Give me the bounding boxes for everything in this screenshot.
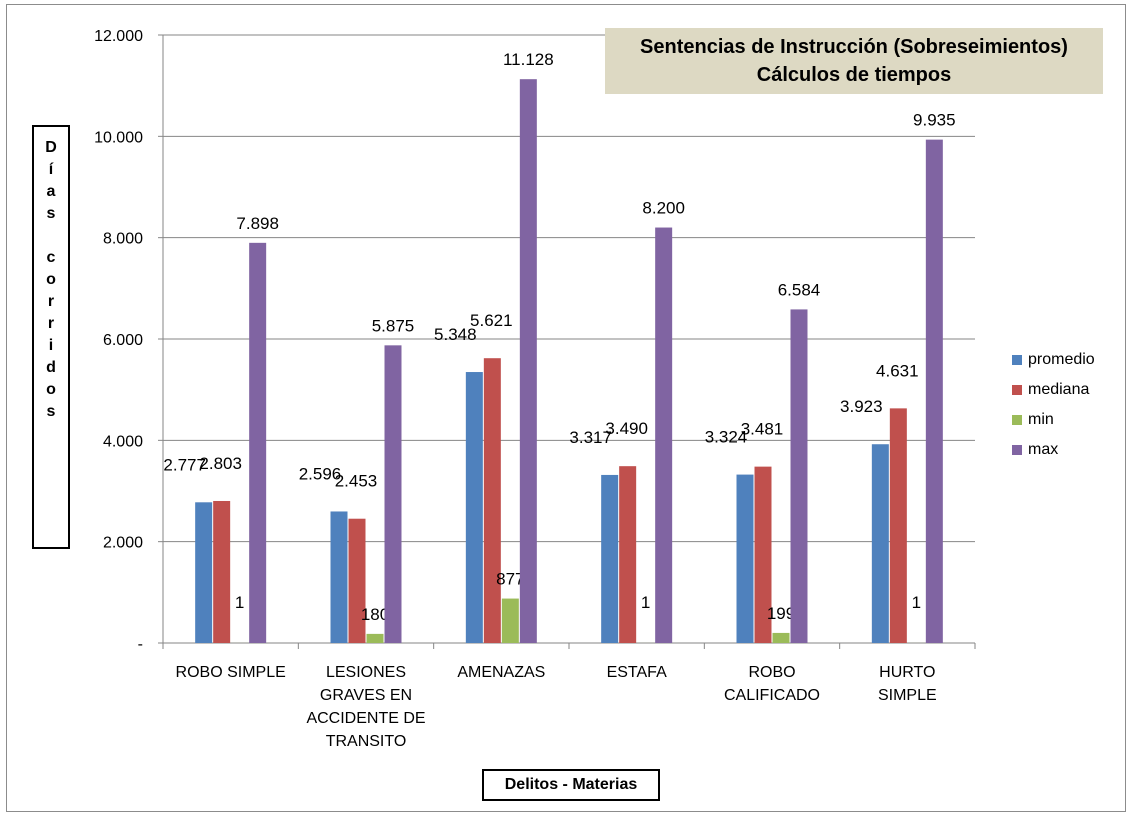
data-label: 3.490 (605, 419, 648, 438)
y-tick-label: 8.000 (103, 231, 143, 248)
bar-mediana (483, 358, 501, 643)
y-axis-label-letter: í (48, 161, 54, 178)
y-axis-label-letter: d (46, 359, 56, 376)
bar-mediana (619, 466, 637, 643)
bar-min (772, 632, 790, 643)
x-tick-label: HURTO (879, 664, 935, 681)
legend-label: min (1028, 411, 1054, 428)
bar-max (384, 345, 402, 643)
bar-mediana (348, 518, 366, 643)
x-axis-label: Delitos - Materias (482, 769, 660, 801)
y-axis-label-letter: a (46, 183, 56, 200)
y-tick-label: 4.000 (103, 433, 143, 450)
bar-promedio (195, 502, 213, 643)
legend-swatch (1012, 415, 1022, 425)
bar-min (366, 633, 384, 643)
legend-label: max (1028, 441, 1059, 458)
x-tick-label: SIMPLE (878, 687, 937, 704)
data-label: 5.348 (434, 325, 477, 344)
data-label: 1 (912, 593, 921, 612)
legend-label: mediana (1028, 381, 1090, 398)
y-axis-label-letter: s (46, 205, 56, 222)
x-tick-label: ACCIDENTE DE (306, 710, 425, 727)
x-tick-label: CALIFICADO (724, 687, 820, 704)
x-tick-label: ROBO (748, 664, 795, 681)
data-label: 877 (496, 570, 524, 589)
y-axis-label-letter: o (46, 381, 56, 398)
data-label: 9.935 (913, 111, 956, 130)
bar-mediana (213, 500, 231, 643)
legend-swatch (1012, 445, 1022, 455)
bar-promedio (465, 372, 483, 643)
data-label: 1 (235, 593, 244, 612)
chart-title-box: Sentencias de Instrucción (Sobreseimient… (605, 28, 1103, 94)
bar-min (501, 598, 519, 643)
data-label: 2.453 (335, 472, 378, 491)
y-axis-label-letter: o (46, 271, 56, 288)
data-label: 5.875 (372, 316, 415, 335)
y-axis-label-letter: r (47, 293, 55, 310)
y-tick-label: 10.000 (94, 129, 143, 146)
chart-title: Sentencias de Instrucción (Sobreseimient… (640, 36, 1068, 58)
x-tick-label: AMENAZAS (457, 664, 545, 681)
x-tick-label: ROBO SIMPLE (176, 664, 286, 681)
data-label: 5.621 (470, 311, 513, 330)
y-axis-label-letter: r (47, 315, 55, 332)
bar-mediana (754, 466, 772, 643)
y-tick-label: - (138, 636, 143, 653)
y-tick-label: 2.000 (103, 535, 143, 552)
bar-max (519, 79, 537, 643)
data-label: 7.898 (236, 214, 279, 233)
data-label: 4.631 (876, 361, 919, 380)
data-label: 199 (767, 604, 795, 623)
bar-promedio (871, 444, 889, 643)
y-axis-label-letter: s (46, 403, 56, 420)
data-label: 2.596 (299, 464, 342, 483)
y-axis-label-letter: i (48, 337, 54, 354)
legend-label: promedio (1028, 351, 1095, 368)
data-label: 3.317 (569, 428, 612, 447)
bar-promedio (736, 474, 754, 643)
x-tick-label: GRAVES EN (320, 687, 412, 704)
legend-item-max: max (1012, 435, 1095, 465)
x-tick-label: ESTAFA (607, 664, 667, 681)
legend-item-promedio: promedio (1012, 345, 1095, 375)
data-label: 3.481 (741, 420, 784, 439)
data-label: 2.777 (163, 455, 206, 474)
data-label: 2.803 (199, 454, 242, 473)
data-label: 11.128 (503, 50, 554, 69)
x-tick-label: LESIONES (326, 664, 406, 681)
x-tick-label: TRANSITO (326, 733, 407, 750)
legend-item-min: min (1012, 405, 1095, 435)
y-axis-label-gap (34, 225, 68, 247)
y-axis-label-letter: c (46, 249, 56, 266)
data-label: 6.584 (778, 280, 821, 299)
bar-max (655, 227, 673, 644)
bar-promedio (601, 474, 619, 643)
y-axis-label-letter: D (45, 139, 57, 156)
bar-promedio (330, 511, 348, 643)
legend-swatch (1012, 385, 1022, 395)
legend: promedio mediana min max (1012, 345, 1095, 465)
data-label: 8.200 (642, 199, 685, 218)
legend-item-mediana: mediana (1012, 375, 1095, 405)
data-label: 3.923 (840, 397, 883, 416)
data-label: 180 (361, 605, 389, 624)
data-label: 3.324 (705, 428, 748, 447)
y-tick-label: 12.000 (94, 28, 143, 45)
y-tick-label: 6.000 (103, 332, 143, 349)
bar-mediana (889, 408, 907, 643)
bar-max (790, 309, 808, 643)
data-label: 1 (641, 593, 650, 612)
bar-max (925, 139, 943, 644)
chart-subtitle: Cálculos de tiempos (756, 64, 952, 86)
legend-swatch (1012, 355, 1022, 365)
bar-max (249, 242, 267, 644)
